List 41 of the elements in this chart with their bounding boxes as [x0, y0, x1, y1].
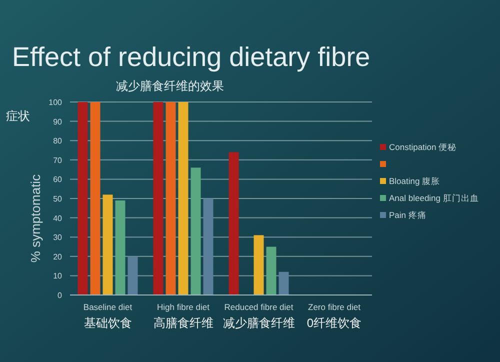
bar — [128, 256, 138, 295]
y-tick-label: 30 — [53, 233, 63, 242]
y-tick-label: 60 — [53, 175, 63, 184]
bar — [228, 152, 239, 295]
text: 0纤维饮食 — [306, 316, 362, 330]
y-tick-label: 80 — [53, 136, 63, 146]
bar — [153, 102, 164, 295]
bar — [254, 235, 264, 295]
bar — [102, 194, 113, 295]
chart-title: Effect of reducing dietary fibre — [12, 42, 370, 72]
x-tick-label: Zero fibre diet — [308, 302, 362, 312]
y-tick-label: 50 — [53, 194, 63, 204]
text: 症状 — [6, 109, 30, 123]
y-tick-label: 90 — [53, 117, 63, 126]
text: 高膳食纤维 — [153, 316, 214, 330]
text: 基础饮食 — [84, 316, 132, 330]
bar — [178, 102, 188, 295]
y-tick-label: 0 — [58, 291, 63, 300]
bar — [203, 198, 214, 295]
x-tick-label: Reduced fibre diet — [224, 302, 294, 312]
bar — [278, 272, 289, 295]
y-axis-title: % symptomatic — [28, 174, 43, 263]
legend-label: Anal bleeding 肛门出血 — [389, 193, 479, 203]
x-tick-label: High fibre diet — [157, 302, 210, 312]
y-tick-label: 40 — [53, 214, 63, 223]
bar — [78, 102, 88, 295]
bar — [266, 246, 276, 295]
y-tick-label: 20 — [53, 252, 63, 262]
bar — [166, 102, 176, 295]
chart-subtitle: 减少膳食纤维的效果 — [116, 79, 224, 93]
bar — [115, 200, 126, 295]
y-tick-label: 70 — [53, 156, 63, 165]
x-tick-label: Baseline diet — [83, 302, 133, 312]
legend-label: Constipation 便秘 — [389, 142, 457, 152]
bar — [190, 168, 201, 295]
y-tick-label: 10 — [53, 272, 63, 281]
text: 减少膳食纤维 — [222, 316, 295, 330]
legend-label: Pain 疼痛 — [389, 210, 426, 220]
bar — [90, 102, 100, 295]
legend-label: Bloating 腹胀 — [389, 176, 440, 186]
y-tick-label: 100 — [48, 98, 63, 107]
